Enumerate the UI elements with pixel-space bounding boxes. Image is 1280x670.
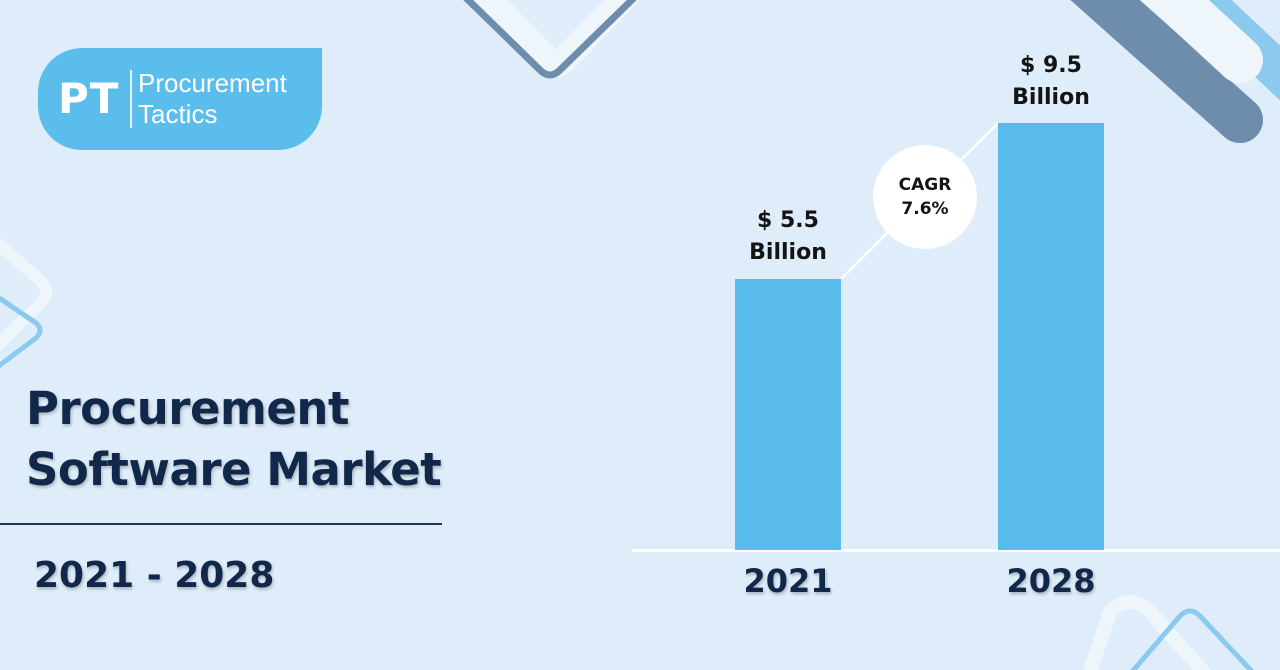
page-title: Procurement Software Market <box>26 378 442 500</box>
cagr-value: 7.6% <box>901 199 949 219</box>
period-label: 2021 - 2028 <box>34 555 275 596</box>
bar-2021 <box>735 279 841 550</box>
logo-line-2: Tactics <box>138 99 218 129</box>
brand-logo: PT Procurement Tactics <box>38 48 322 150</box>
bar-value-label-2028: $ 9.5 Billion <box>961 50 1141 114</box>
chart-baseline <box>632 549 1280 552</box>
bar-amount: $ 5.5 <box>757 208 819 233</box>
title-divider <box>0 523 442 525</box>
x-axis-label-2028: 2028 <box>1006 562 1096 600</box>
bar-amount: $ 9.5 <box>1020 53 1082 78</box>
bar-2028 <box>998 123 1104 550</box>
logo-wordmark: Procurement Tactics <box>138 68 287 130</box>
cagr-badge: CAGR 7.6% <box>873 145 977 249</box>
title-line-2: Software Market <box>26 443 442 496</box>
x-axis-label-2021: 2021 <box>743 562 833 600</box>
logo-line-1: Procurement <box>138 68 287 98</box>
cagr-label: CAGR <box>898 175 952 195</box>
bar-value-label-2021: $ 5.5 Billion <box>698 205 878 269</box>
logo-separator <box>130 70 132 128</box>
bar-unit: Billion <box>1012 85 1090 110</box>
title-line-1: Procurement <box>26 382 349 435</box>
logo-initials: PT <box>58 74 120 123</box>
bar-unit: Billion <box>749 240 827 265</box>
